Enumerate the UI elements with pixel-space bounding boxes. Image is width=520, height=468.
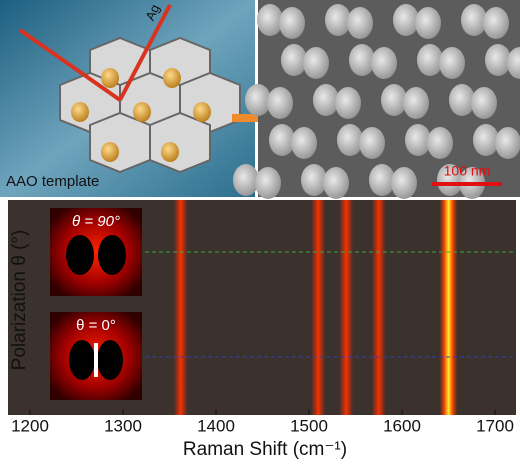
- sem-particle: [313, 84, 339, 116]
- peak-band: [371, 200, 386, 415]
- sem-particle: [471, 87, 497, 119]
- x-tick-label: 1700: [476, 416, 514, 435]
- sem-particle: [325, 4, 351, 36]
- sem-particle: [485, 44, 511, 76]
- peak-band: [339, 200, 354, 415]
- x-tick-label: 1200: [11, 416, 49, 435]
- sem-particle: [267, 87, 293, 119]
- sem-particle: [371, 47, 397, 79]
- sem-particle: [245, 84, 271, 116]
- sem-particle: [335, 87, 361, 119]
- sem-particle: [269, 124, 295, 156]
- peak-band: [439, 200, 458, 415]
- sem-particle: [233, 164, 259, 196]
- peak-band: [173, 200, 188, 415]
- sem-particle: [381, 84, 407, 116]
- illustration: Ag AAO template: [0, 0, 276, 197]
- scale-bar-label: 100 nm: [444, 163, 491, 179]
- sem-particle: [415, 7, 441, 39]
- sem-particle: [257, 4, 283, 36]
- sem-particle: [473, 124, 499, 156]
- sem-particle: [439, 47, 465, 79]
- inset: θ = 0°: [50, 312, 142, 400]
- sem-particle: [507, 47, 520, 79]
- sem-particle: [369, 164, 395, 196]
- sem-particle: [291, 127, 317, 159]
- sem-particle: [255, 167, 281, 199]
- sem-particle: [417, 44, 443, 76]
- sem-particle: [495, 127, 520, 159]
- inset-label: θ = 90°: [72, 213, 120, 230]
- sem-particle: [405, 124, 431, 156]
- sem-particle: [461, 4, 487, 36]
- x-axis-label: Raman Shift (cm⁻¹): [183, 439, 347, 460]
- sem-particle: [449, 84, 475, 116]
- sem-particle: [347, 7, 373, 39]
- template-label: AAO template: [6, 173, 99, 190]
- sem-particle: [391, 167, 417, 199]
- sem-particle: [437, 164, 463, 196]
- sem-particle: [303, 47, 329, 79]
- sem-particle: [279, 7, 305, 39]
- x-tick-label: 1500: [290, 416, 328, 435]
- sem-particle: [393, 4, 419, 36]
- sem-particle: [349, 44, 375, 76]
- inset: θ = 90°: [50, 208, 142, 296]
- sem-particle: [323, 167, 349, 199]
- x-tick-label: 1400: [197, 416, 235, 435]
- x-tick-label: 1600: [383, 416, 421, 435]
- y-axis-label: Polarization θ (°): [9, 230, 30, 371]
- inset-label: θ = 0°: [76, 317, 116, 334]
- x-tick-label: 1300: [104, 416, 142, 435]
- sem-particle: [301, 164, 327, 196]
- sem-particle: [427, 127, 453, 159]
- ag-label: Ag: [142, 2, 162, 23]
- peak-band: [311, 200, 326, 415]
- sem-particle: [337, 124, 363, 156]
- sem-particle: [403, 87, 429, 119]
- sem-image: 100 nm: [233, 0, 520, 199]
- sem-particle: [483, 7, 509, 39]
- sem-particle: [281, 44, 307, 76]
- sem-particle: [359, 127, 385, 159]
